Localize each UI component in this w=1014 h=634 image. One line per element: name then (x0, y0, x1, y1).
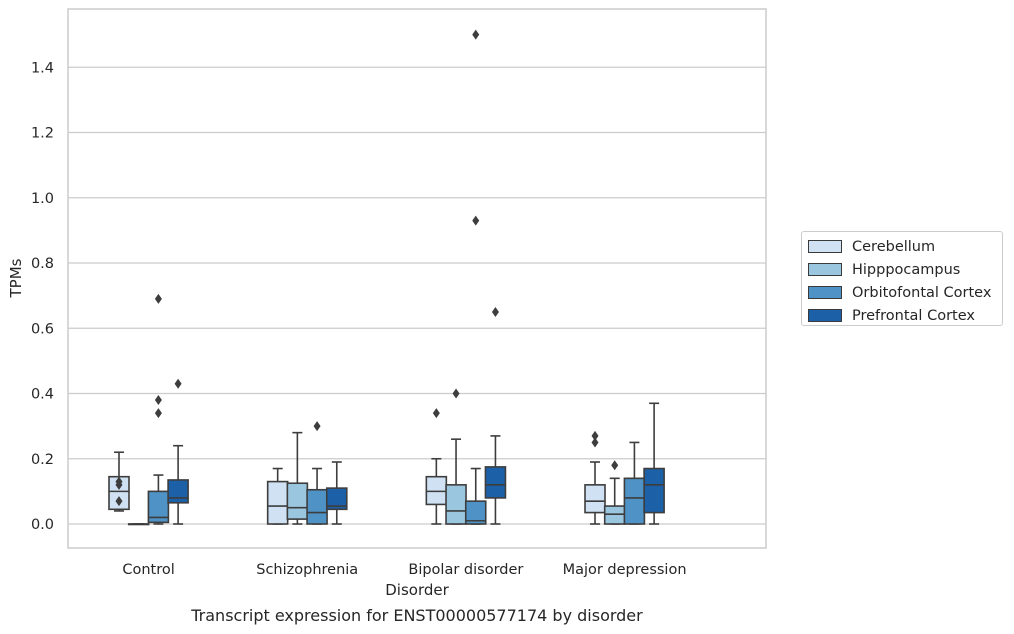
outlier-marker (174, 378, 182, 389)
legend-swatch-prefrontal-cortex (808, 309, 842, 322)
box-prefrontal-cortex (484, 306, 507, 525)
box-prefrontal-cortex (325, 461, 348, 525)
box-prefrontal-cortex (643, 402, 665, 525)
box-body (484, 466, 507, 499)
y-axis-label: TPMs (7, 258, 25, 298)
outlier-marker (432, 408, 440, 419)
outlier-marker (115, 476, 123, 487)
y-tick-label: 1.4 (31, 60, 54, 76)
box-body (623, 477, 646, 525)
legend-label-hipppocampus: Hipppocampus (852, 261, 961, 278)
outlier-marker (591, 430, 599, 441)
legend-item-hipppocampus: Hipppocampus (802, 258, 1002, 281)
box-body (167, 479, 189, 504)
box-body (643, 467, 665, 514)
box-orbitofontal-cortex (306, 421, 328, 525)
outlier-marker (611, 460, 619, 471)
grid-lines (68, 66, 766, 525)
box-orbitofontal-cortex (623, 441, 646, 525)
legend-label-prefrontal-cortex: Prefrontal Cortex (852, 307, 975, 324)
y-tick-label: 0.4 (31, 387, 54, 403)
y-tick-label: 0.0 (31, 517, 54, 533)
figure-caption: Transcript expression for ENST0000057717… (191, 606, 643, 625)
box-hipppocampus (603, 460, 626, 525)
legend-swatch-orbitofontal-cortex (808, 286, 842, 299)
box-body (306, 488, 328, 525)
plot-frame (67, 8, 767, 549)
y-tick-label: 1.2 (31, 126, 54, 142)
y-tick-label: 1.0 (31, 191, 54, 207)
x-tick-label: Control (122, 562, 174, 578)
outlier-marker (491, 306, 499, 317)
legend-label-orbitofontal-cortex: Orbitofontal Cortex (852, 284, 992, 301)
box-series (108, 29, 665, 526)
outlier-marker (472, 215, 480, 226)
legend-item-prefrontal-cortex: Prefrontal Cortex (802, 304, 1002, 327)
axis-ticks: 0.0 0.2 0.4 0.6 0.8 1.0 1.2 1.4 Control Schizophr… (31, 60, 687, 578)
x-tick-label: Schizophrenia (256, 562, 358, 578)
y-tick-label: 0.6 (31, 321, 54, 337)
box-body (584, 484, 606, 514)
legend-swatch-hipppocampus (808, 263, 842, 276)
box-body (266, 480, 289, 525)
box-body (147, 490, 170, 524)
box-body (464, 500, 487, 525)
legend-item-cerebellum: Cerebellum (802, 235, 1002, 258)
box-hipppocampus (445, 388, 467, 525)
box-prefrontal-cortex (167, 378, 189, 525)
box-orbitofontal-cortex (147, 293, 170, 525)
box-body (286, 482, 309, 520)
box-body (445, 484, 467, 525)
legend-swatch-cerebellum (808, 240, 842, 253)
chart-legend: Cerebellum Hipppocampus Orbitofontal Cor… (801, 231, 1003, 326)
y-tick-label: 0.8 (31, 256, 54, 272)
legend-item-orbitofontal-cortex: Orbitofontal Cortex (802, 281, 1002, 304)
outlier-marker (154, 395, 162, 406)
box-cerebellum (266, 467, 289, 525)
box-cerebellum (108, 451, 130, 512)
box-body (325, 487, 348, 511)
x-tick-label: Major depression (563, 562, 687, 578)
outlier-marker (591, 437, 599, 448)
box-cerebellum (584, 430, 606, 525)
outlier-marker (154, 293, 162, 304)
legend-label-cerebellum: Cerebellum (852, 238, 936, 255)
box-body (603, 505, 626, 525)
outlier-marker (472, 29, 480, 40)
box-hipppocampus (286, 431, 309, 525)
outlier-marker (313, 421, 321, 432)
box-cerebellum (425, 408, 448, 525)
outlier-marker (115, 496, 123, 507)
x-axis-label: Disorder (385, 581, 449, 599)
box-orbitofontal-cortex (464, 29, 487, 525)
box-body (425, 475, 448, 506)
box-hipppocampus (127, 523, 150, 526)
x-tick-label: Bipolar disorder (408, 562, 523, 578)
outlier-marker (154, 408, 162, 419)
outlier-marker (452, 388, 460, 399)
y-tick-label: 0.2 (31, 452, 54, 468)
